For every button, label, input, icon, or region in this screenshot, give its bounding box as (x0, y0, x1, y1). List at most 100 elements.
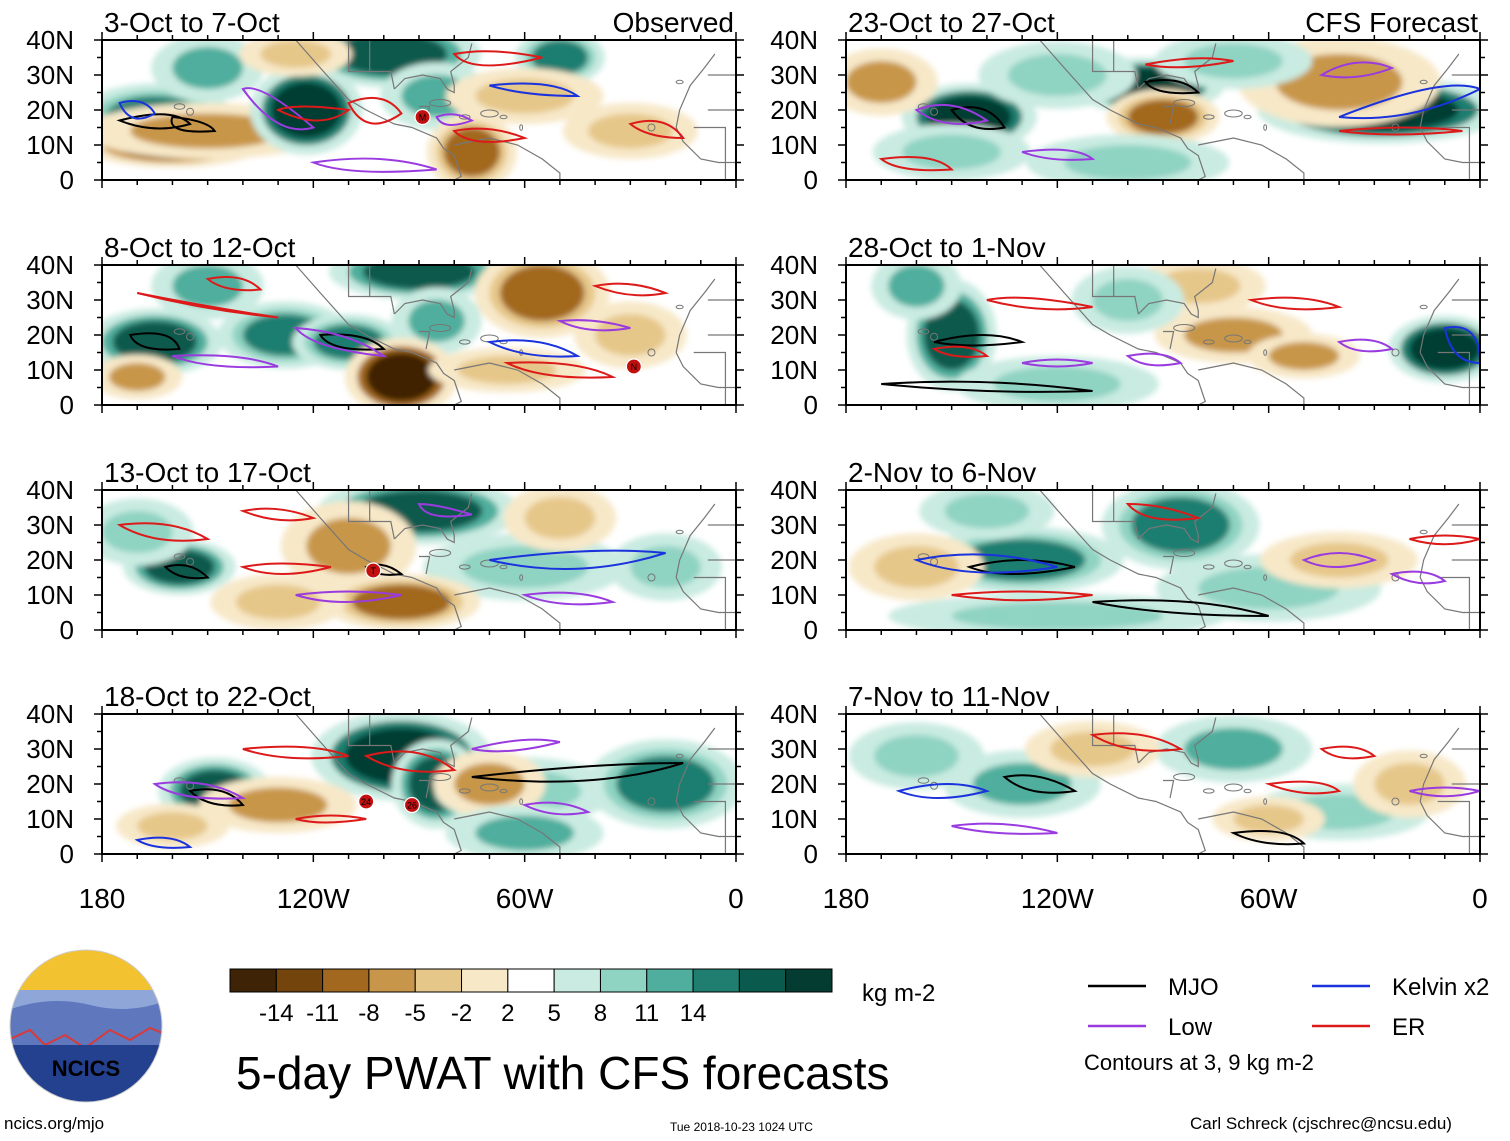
anomaly-core (475, 815, 574, 851)
island (1391, 797, 1400, 806)
y-tick-label: 0 (60, 615, 74, 645)
island (1173, 324, 1196, 332)
y-tick-label: 40N (26, 699, 74, 729)
anomaly-core (972, 763, 1072, 805)
mjo-contour (881, 380, 1093, 393)
island (519, 798, 524, 805)
coastline (393, 717, 473, 768)
coastline (320, 490, 371, 523)
colorbar-label: 2 (501, 1000, 514, 1027)
panel-period: 28-Oct to 1-Nov (848, 232, 1046, 263)
coastline (295, 490, 463, 630)
low-contour (521, 801, 592, 816)
y-tick-label: 40N (770, 699, 818, 729)
y-tick-label: 40N (770, 25, 818, 55)
mjo-contour (318, 333, 387, 351)
source-url[interactable]: ncics.org/mjo (4, 1114, 105, 1133)
kelvin-contour (118, 100, 157, 120)
coastline (693, 800, 727, 854)
er-contour (628, 119, 686, 140)
er-contour (452, 50, 543, 67)
panel-forecast-4: 40N 30N 20N 10N 0 7-Nov to 11-Nov (770, 681, 1488, 869)
y-tick-label: 0 (60, 165, 74, 195)
er-contour (1319, 745, 1377, 760)
low-contour (951, 822, 1058, 835)
panel-ticks (94, 482, 744, 638)
coastline (1419, 801, 1480, 838)
panel-observed-4: 40N 30N 20N 10N 0 18-Oct to 22-Oct (26, 681, 744, 869)
anomaly-core (228, 787, 328, 823)
anomaly-core (235, 584, 321, 620)
colorbar-swatch (599, 968, 648, 993)
y-tick-label: 0 (60, 839, 74, 869)
island (186, 332, 195, 341)
panel-forecast-3: 40N 30N 20N 10N 0 2-Nov to 6-Nov (770, 457, 1488, 645)
coastline (1064, 40, 1115, 73)
coastline (1113, 744, 1139, 764)
map-boundaries (917, 40, 1480, 180)
y-tick-label: 10N (770, 355, 818, 385)
storm-marker: 24 (358, 793, 375, 810)
y-tick-label: 0 (804, 165, 818, 195)
coastline (393, 493, 473, 544)
low-contour (520, 591, 617, 606)
low-contour (1318, 61, 1395, 79)
y-tick-label: 30N (770, 510, 818, 540)
y-tick-label: 10N (770, 580, 818, 610)
island (459, 564, 471, 570)
y-tick-label: 30N (26, 285, 74, 315)
wave-contours (128, 276, 670, 379)
panel-ticks (94, 32, 744, 188)
er-contour (116, 522, 211, 542)
coastline (1163, 330, 1175, 350)
map-boundaries (173, 265, 736, 405)
anomaly-core (362, 265, 476, 290)
anomaly-shading (102, 40, 698, 180)
x-tick-label: 60W (1240, 883, 1298, 914)
coastline (454, 362, 561, 405)
storm-marker: 26 (403, 796, 421, 814)
island (173, 103, 186, 110)
anomaly-core (1127, 99, 1199, 135)
anomaly-core (172, 47, 243, 89)
legend: MJO Kelvin x2 Low ER (1088, 974, 1489, 1041)
x-tick-label: 0 (1472, 883, 1488, 914)
coastline (295, 40, 463, 180)
er-contour (951, 590, 1093, 602)
y-tick-label: 10N (770, 804, 818, 834)
storm-marker: N (625, 358, 642, 375)
y-tick-label: 0 (804, 615, 818, 645)
er-contour (591, 282, 670, 297)
kelvin-contour (134, 836, 193, 849)
y-tick-label: 20N (770, 320, 818, 350)
anomaly-core (475, 78, 574, 114)
x-tick-label: 120W (277, 883, 351, 914)
storm-marker-dot (403, 796, 421, 814)
island (1243, 114, 1252, 120)
coastline (320, 714, 371, 747)
low-contour (309, 157, 437, 173)
island (930, 332, 939, 341)
low-contour (471, 738, 561, 753)
coastline (675, 127, 736, 164)
wave-contours (895, 732, 1480, 846)
er-contour (1089, 732, 1184, 752)
mjo-contour (1230, 830, 1307, 846)
anomaly-core (1184, 728, 1283, 770)
coastline (1064, 490, 1115, 523)
low-contour (1336, 338, 1395, 353)
y-tick-label: 40N (26, 25, 74, 55)
island (917, 328, 930, 335)
coastline (454, 137, 561, 180)
coastline (1113, 520, 1139, 540)
mjo-contour (116, 113, 192, 130)
y-tick-label: 10N (770, 130, 818, 160)
author-credit: Carl Schreck (cjschrec@ncsu.edu) (1190, 1114, 1452, 1133)
er-contour (931, 345, 990, 358)
coastline (454, 811, 561, 854)
coastline (369, 520, 395, 540)
anomaly-core (1233, 805, 1304, 833)
island (675, 79, 684, 85)
wave-contours (878, 57, 1480, 172)
y-tick-label: 0 (804, 839, 818, 869)
